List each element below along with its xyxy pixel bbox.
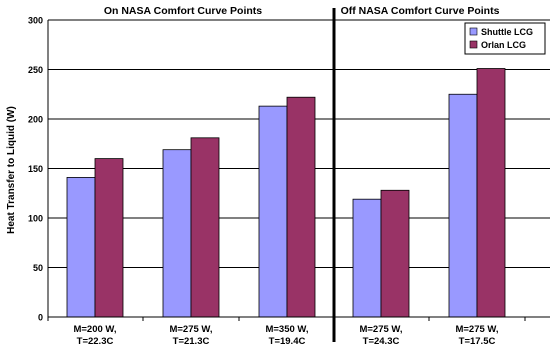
bar-orlan-lcg [380, 189, 410, 318]
bar-orlan-lcg [286, 96, 316, 318]
bar-orlan-lcg [190, 137, 220, 318]
x-category-label: M=350 W, [265, 324, 308, 335]
x-category-label: M=200 W, [73, 324, 116, 335]
legend-label: Orlan LCG [481, 40, 526, 50]
legend-box [464, 22, 546, 55]
y-tick-label: 50 [33, 263, 43, 273]
legend-swatch [469, 40, 478, 49]
y-tick-label: 150 [28, 164, 43, 174]
bar-shuttle-lcg [352, 198, 382, 318]
x-category-labels: M=200 W,T=22.3CM=275 W,T=21.3CM=350 W,T=… [73, 324, 498, 347]
legend-label: Shuttle LCG [481, 27, 533, 37]
x-category-label: T=17.5C [459, 336, 496, 347]
x-category-label: T=22.3C [77, 336, 114, 347]
x-category-label: M=275 W, [455, 324, 498, 335]
legend-swatch [469, 27, 478, 36]
y-tick-label: 0 [38, 313, 43, 323]
x-category-label: T=21.3C [173, 336, 210, 347]
x-category-label: T=19.4C [269, 336, 306, 347]
bar-orlan-lcg [476, 68, 506, 318]
bars [66, 68, 506, 318]
x-category-label: T=24.3C [363, 336, 400, 347]
x-category-label: M=275 W, [359, 324, 402, 335]
legend: Shuttle LCG Orlan LCG [464, 22, 546, 55]
y-tick-label: 200 [28, 115, 43, 125]
bar-shuttle-lcg [162, 149, 192, 318]
group-title-off-curve: Off NASA Comfort Curve Points [341, 5, 500, 17]
y-tick-label: 100 [28, 214, 43, 224]
y-tick-labels: 0 50 100 150 200 250 300 [28, 16, 43, 323]
y-tick-label: 300 [28, 16, 43, 26]
bar-shuttle-lcg [448, 93, 478, 318]
bar-shuttle-lcg [258, 105, 288, 318]
x-category-label: M=275 W, [169, 324, 212, 335]
y-tick-label: 250 [28, 65, 43, 75]
group-title-on-curve: On NASA Comfort Curve Points [104, 5, 262, 17]
y-axis-label: Heat Transfer to Liquid (W) [6, 106, 17, 234]
bar-orlan-lcg [94, 158, 124, 318]
bar-shuttle-lcg [66, 177, 96, 318]
